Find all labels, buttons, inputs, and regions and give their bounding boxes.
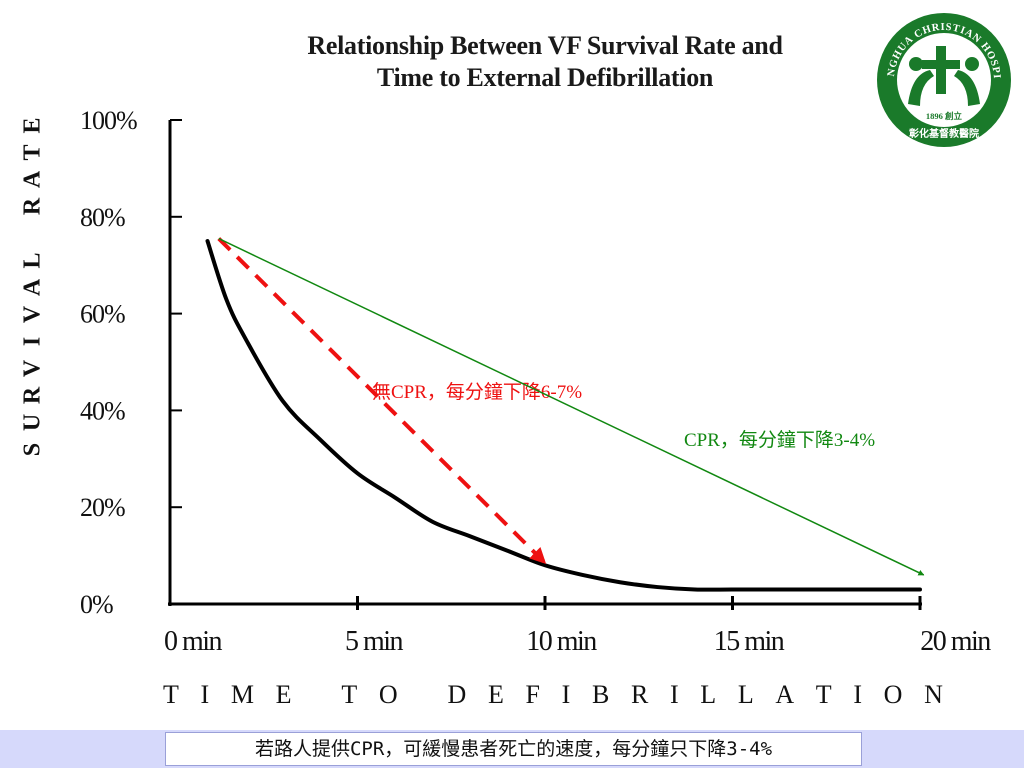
y-tick-label: 20% <box>80 493 125 522</box>
x-axis-label-char: M <box>230 680 254 709</box>
x-axis-label-char: A <box>775 680 795 709</box>
chart-series <box>205 239 922 592</box>
x-axis-label-char: I <box>200 680 210 709</box>
x-tick-label: 20 min <box>920 626 991 657</box>
x-axis-label-char: T <box>163 680 179 709</box>
x-axis-label-char: B <box>591 680 610 709</box>
x-axis-label-char: T <box>341 680 358 709</box>
survival-curve <box>205 239 922 592</box>
x-axis-label-char: F <box>525 680 540 709</box>
y-tick-label: 40% <box>80 396 125 425</box>
chart-title: Relationship Between VF Survival Rate an… <box>220 30 870 94</box>
x-axis-label-char: R <box>630 680 649 709</box>
x-axis-label-char: E <box>487 680 504 709</box>
y-ticks: 100% 80% 60% 40% 20% 0% <box>80 106 182 619</box>
hospital-logo: CHANGHUA CHRISTIAN HOSPITAL 1896 創立 彰化基督… <box>874 10 1011 147</box>
x-axis-label-char: E <box>275 680 292 709</box>
x-tick-label: 10 min <box>526 626 597 657</box>
cpr-annotation: CPR，每分鐘下降3-4% <box>684 429 875 451</box>
chart-annotations: 無CPR，每分鐘下降6-7% CPR，每分鐘下降3-4% <box>217 237 925 576</box>
y-tick-label: 100% <box>80 106 137 135</box>
y-tick-label: 80% <box>80 203 125 232</box>
y-tick-label: 60% <box>80 300 125 329</box>
cpr-trend-arrow <box>218 237 925 576</box>
chart-title-line1: Relationship Between VF Survival Rate an… <box>307 31 783 60</box>
x-tick-label: 0 min <box>164 626 223 657</box>
y-tick-label: 0% <box>80 590 113 619</box>
x-axis-label-char: D <box>447 680 467 709</box>
cross-figure-icon <box>908 46 980 106</box>
x-axis-label-char: I <box>561 680 571 709</box>
x-axis-label-char: O <box>378 680 398 709</box>
x-tick-label: 5 min <box>345 626 404 657</box>
chart-axes <box>168 120 922 606</box>
x-axis-label-char: T <box>815 680 832 709</box>
no-cpr-annotation: 無CPR，每分鐘下降6-7% <box>372 381 582 403</box>
x-axis-label-char: I <box>669 680 679 709</box>
x-axis-label-char: N <box>924 680 943 709</box>
chart-title-line2: Time to External Defibrillation <box>376 63 714 92</box>
x-axis-label-char <box>313 680 320 710</box>
logo-name-text: 彰化基督教醫院 <box>909 127 979 140</box>
x-axis-label-char <box>419 680 426 710</box>
x-tick-label: 15 min <box>714 626 785 657</box>
x-axis-label-char: L <box>737 680 754 709</box>
logo-year-text: 1896 創立 <box>926 111 963 121</box>
x-ticks: 0 min 5 min 10 min 15 min 20 min <box>164 596 993 657</box>
x-axis-label-char: O <box>883 680 903 709</box>
x-axis-label-char: I <box>853 680 863 709</box>
footer-text: 若路人提供CPR，可緩慢患者死亡的速度，每分鐘只下降3-4% <box>165 732 862 766</box>
x-axis-label-char: L <box>700 680 717 709</box>
